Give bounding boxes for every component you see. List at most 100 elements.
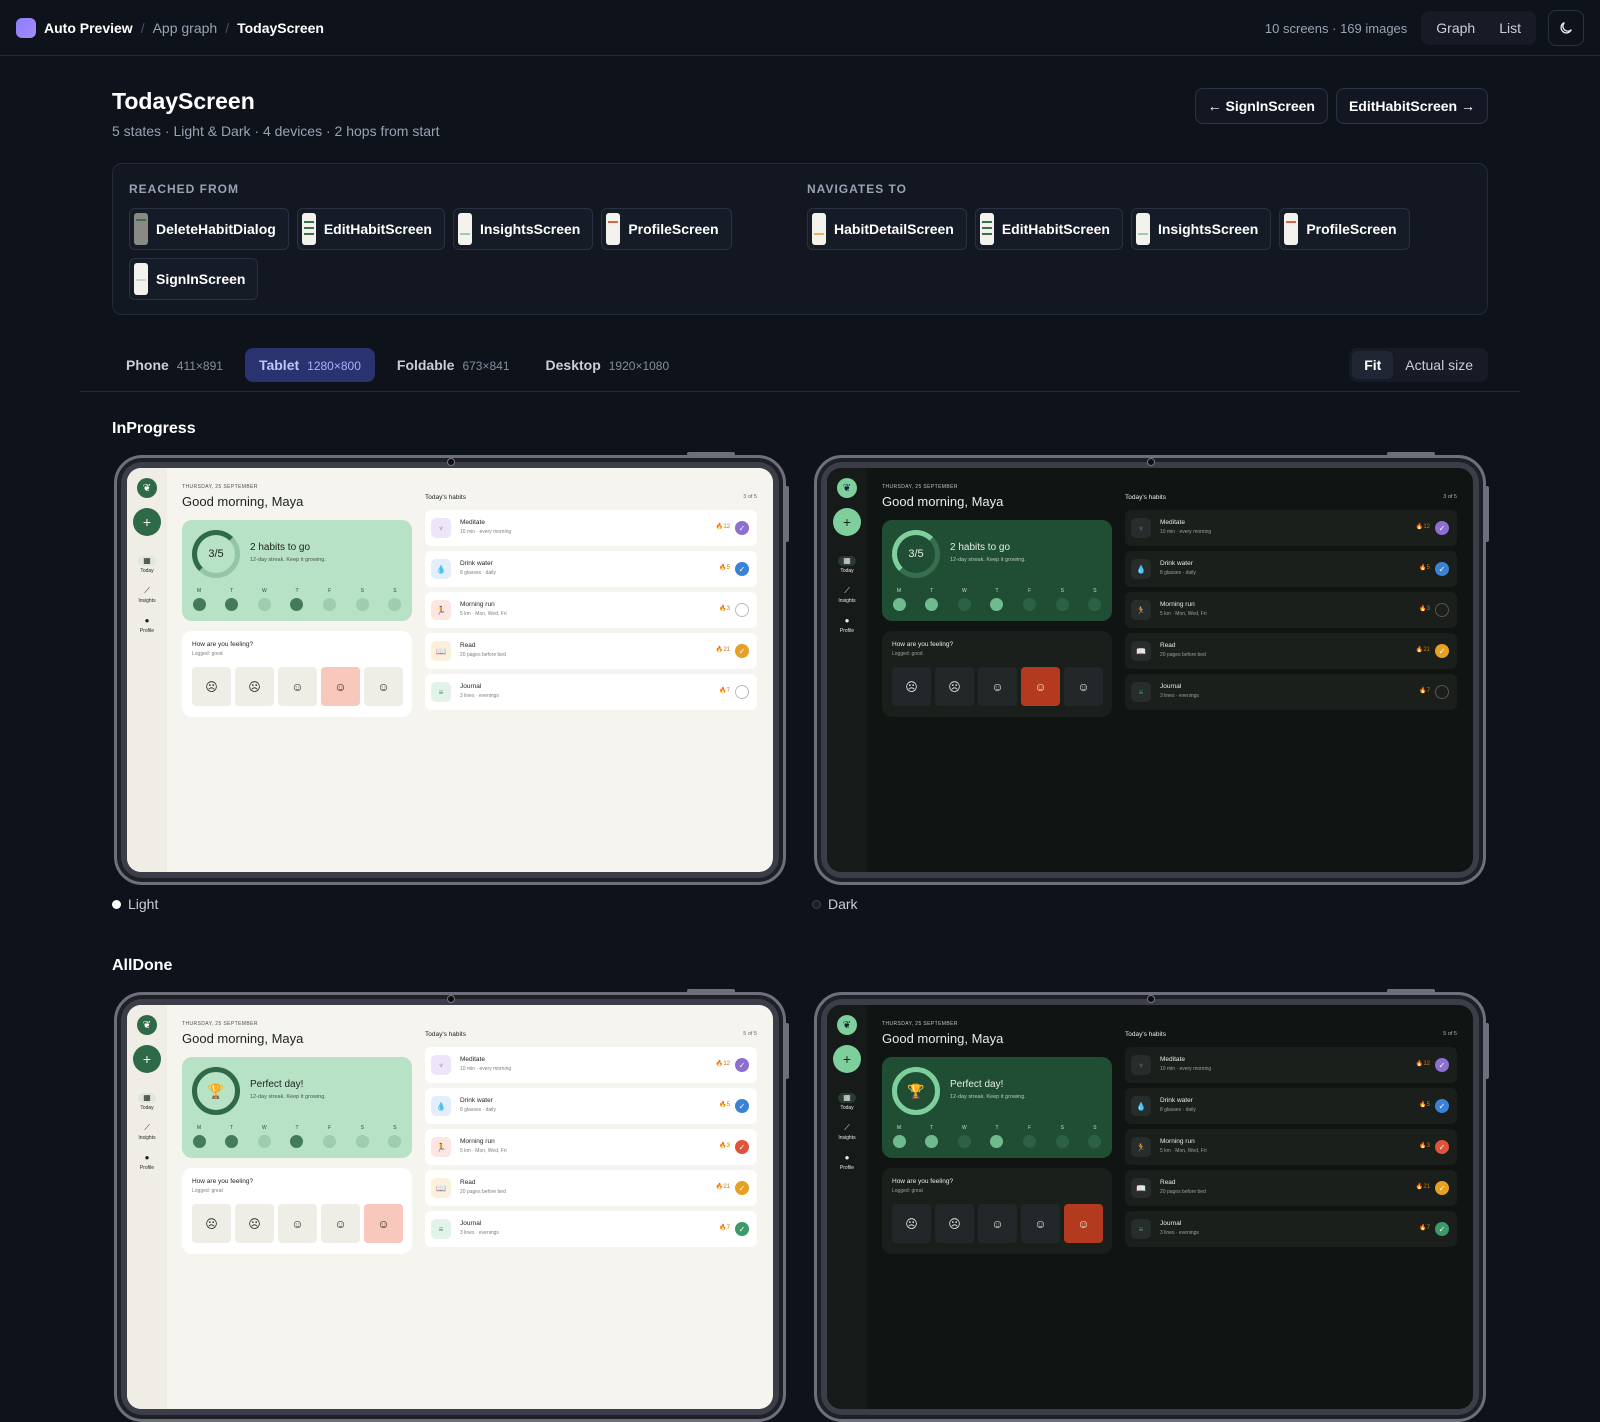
habit-checkbox[interactable]: ✓: [735, 562, 749, 576]
habit-card[interactable]: 💧 Drink water 8 glasses · daily 🔥5 ✓: [1125, 551, 1457, 587]
habit-checkbox[interactable]: ✓: [735, 1099, 749, 1113]
mood-option-awful[interactable]: ☹: [892, 1204, 931, 1243]
nav-today[interactable]: ▦ Today: [127, 556, 167, 574]
graph-view-button[interactable]: Graph: [1436, 20, 1476, 36]
nav-profile[interactable]: ● Profile: [839, 1153, 855, 1171]
mood-option-good[interactable]: ☺: [321, 1204, 360, 1243]
navigates-to-chip[interactable]: EditHabitScreen: [974, 208, 1123, 250]
navigates-to-chip[interactable]: HabitDetailScreen: [807, 208, 967, 250]
add-habit-button[interactable]: +: [833, 1045, 861, 1073]
habit-checkbox[interactable]: ✓: [1435, 1222, 1449, 1236]
fit-button[interactable]: Fit: [1352, 351, 1394, 379]
reached-from-chip[interactable]: InsightsScreen: [452, 208, 594, 250]
nav-insights[interactable]: ⟋ Insights: [838, 1123, 856, 1141]
mood-option-bad[interactable]: ☹: [235, 1204, 274, 1243]
mood-option-bad[interactable]: ☹: [235, 667, 274, 706]
habit-checkbox[interactable]: ✓: [1435, 1099, 1449, 1113]
actual-size-button[interactable]: Actual size: [1405, 357, 1473, 373]
habit-checkbox[interactable]: [735, 685, 749, 699]
tab-phone[interactable]: Phone 411×891: [126, 357, 223, 373]
habit-checkbox[interactable]: ✓: [735, 1140, 749, 1154]
add-habit-button[interactable]: +: [133, 1045, 161, 1073]
mood-option-awful[interactable]: ☹: [192, 1204, 231, 1243]
habit-card[interactable]: 📖 Read 20 pages before bed 🔥21 ✓: [1125, 1170, 1457, 1206]
habit-checkbox[interactable]: ✓: [735, 644, 749, 658]
habit-checkbox[interactable]: ✓: [1435, 562, 1449, 576]
habit-checkbox[interactable]: [1435, 685, 1449, 699]
mood-option-great[interactable]: ☺: [364, 667, 403, 706]
habit-checkbox[interactable]: ✓: [735, 1222, 749, 1236]
habit-checkbox[interactable]: ✓: [1435, 1058, 1449, 1072]
mood-option-okay[interactable]: ☺: [278, 667, 317, 706]
mood-option-great[interactable]: ☺: [1064, 667, 1103, 706]
mood-option-bad[interactable]: ☹: [935, 667, 974, 706]
tab-desktop[interactable]: Desktop 1920×1080: [545, 357, 670, 373]
habit-card[interactable]: 📖 Read 20 pages before bed 🔥21 ✓: [425, 1170, 757, 1206]
habit-card[interactable]: 🏃 Morning run 5 km · Mon, Wed, Fri 🔥3: [425, 592, 757, 628]
brand-name[interactable]: Auto Preview: [44, 19, 133, 36]
nav-today[interactable]: ▦ Today: [827, 556, 867, 574]
habit-card[interactable]: 🏃 Morning run 5 km · Mon, Wed, Fri 🔥3 ✓: [1125, 1129, 1457, 1165]
add-habit-button[interactable]: +: [833, 508, 861, 536]
habit-checkbox[interactable]: ✓: [735, 521, 749, 535]
nav-insights[interactable]: ⟋ Insights: [138, 586, 156, 604]
reached-from-chip[interactable]: EditHabitScreen: [296, 208, 445, 250]
mood-option-good[interactable]: ☺: [1021, 1204, 1060, 1243]
nav-profile[interactable]: ● Profile: [839, 616, 855, 634]
mood-option-awful[interactable]: ☹: [892, 667, 931, 706]
nav-today[interactable]: ▦ Today: [827, 1093, 867, 1111]
reached-from-chip[interactable]: ProfileScreen: [601, 208, 732, 250]
habit-card[interactable]: ♆ Meditate 10 min · every morning 🔥12 ✓: [425, 1047, 757, 1083]
habit-card[interactable]: 📖 Read 20 pages before bed 🔥21 ✓: [1125, 633, 1457, 669]
tab-tablet[interactable]: Tablet 1280×800: [244, 348, 375, 382]
habit-checkbox[interactable]: ✓: [735, 1058, 749, 1072]
add-habit-button[interactable]: +: [133, 508, 161, 536]
habit-checkbox[interactable]: [1435, 603, 1449, 617]
mood-option-awful[interactable]: ☹: [192, 667, 231, 706]
mood-option-bad[interactable]: ☹: [935, 1204, 974, 1243]
reached-from-chip[interactable]: SignInScreen: [129, 258, 259, 300]
habit-card[interactable]: ♆ Meditate 10 min · every morning 🔥12 ✓: [425, 510, 757, 546]
nav-insights[interactable]: ⟋ Insights: [838, 586, 856, 604]
habit-checkbox[interactable]: ✓: [1435, 521, 1449, 535]
next-screen-button[interactable]: EditHabitScreen →: [1335, 88, 1488, 124]
list-view-button[interactable]: List: [1499, 20, 1521, 36]
habit-card[interactable]: 🏃 Morning run 5 km · Mon, Wed, Fri 🔥3 ✓: [425, 1129, 757, 1165]
mood-option-okay[interactable]: ☺: [978, 667, 1017, 706]
habit-card[interactable]: ♆ Meditate 10 min · every morning 🔥12 ✓: [1125, 510, 1457, 546]
habit-checkbox[interactable]: ✓: [1435, 1181, 1449, 1195]
habit-card[interactable]: ≡ Journal 3 lines · evenings 🔥7 ✓: [425, 1211, 757, 1247]
navigates-to-chip[interactable]: ProfileScreen: [1279, 208, 1410, 250]
habit-card[interactable]: 💧 Drink water 8 glasses · daily 🔥5 ✓: [1125, 1088, 1457, 1124]
mood-option-okay[interactable]: ☺: [278, 1204, 317, 1243]
mood-option-good[interactable]: ☺: [1021, 667, 1060, 706]
nav-profile[interactable]: ● Profile: [139, 1153, 155, 1171]
habit-checkbox[interactable]: ✓: [735, 1181, 749, 1195]
habit-card[interactable]: ♆ Meditate 10 min · every morning 🔥12 ✓: [1125, 1047, 1457, 1083]
mood-option-good[interactable]: ☺: [321, 667, 360, 706]
habit-card[interactable]: 💧 Drink water 8 glasses · daily 🔥5 ✓: [425, 1088, 757, 1124]
navigates-to-chip[interactable]: InsightsScreen: [1130, 208, 1272, 250]
nav-profile[interactable]: ● Profile: [139, 616, 155, 634]
habit-card[interactable]: ≡ Journal 3 lines · evenings 🔥7 ✓: [1125, 1211, 1457, 1247]
habit-checkbox[interactable]: ✓: [1435, 1140, 1449, 1154]
habit-card[interactable]: 💧 Drink water 8 glasses · daily 🔥5 ✓: [425, 551, 757, 587]
tab-foldable[interactable]: Foldable 673×841: [396, 357, 510, 373]
nav-today[interactable]: ▦ Today: [127, 1093, 167, 1111]
habit-checkbox[interactable]: ✓: [1435, 644, 1449, 658]
mood-option-great[interactable]: ☺: [364, 1204, 403, 1243]
habit-card[interactable]: 📖 Read 20 pages before bed 🔥21 ✓: [425, 633, 757, 669]
mood-option-okay[interactable]: ☺: [978, 1204, 1017, 1243]
habit-card[interactable]: ≡ Journal 3 lines · evenings 🔥7: [425, 674, 757, 710]
water-drop-icon: 💧: [431, 1096, 451, 1116]
habit-card[interactable]: 🏃 Morning run 5 km · Mon, Wed, Fri 🔥3: [1125, 592, 1457, 628]
habit-checkbox[interactable]: [735, 603, 749, 617]
habit-card[interactable]: ≡ Journal 3 lines · evenings 🔥7: [1125, 674, 1457, 710]
habits-count: 5 of 5: [743, 1031, 757, 1037]
breadcrumb-app-graph[interactable]: App graph: [152, 19, 218, 36]
prev-screen-button[interactable]: ← SignInScreen: [1194, 88, 1328, 124]
theme-toggle-button[interactable]: [1548, 10, 1584, 46]
mood-option-great[interactable]: ☺: [1064, 1204, 1103, 1243]
reached-from-chip[interactable]: DeleteHabitDialog: [129, 208, 289, 250]
nav-insights[interactable]: ⟋ Insights: [138, 1123, 156, 1141]
